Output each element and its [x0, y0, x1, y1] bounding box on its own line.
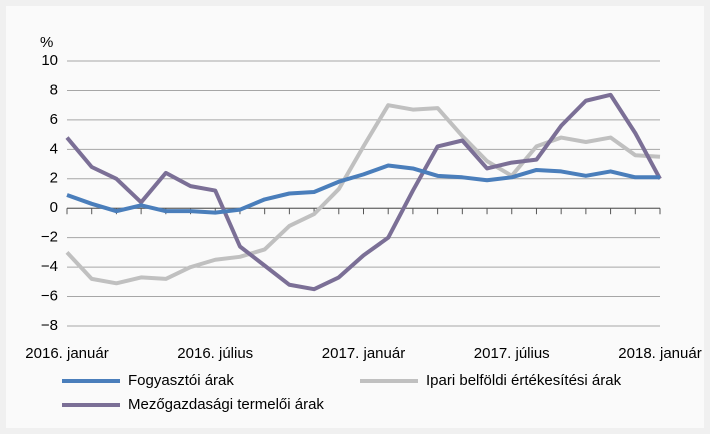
x-tick-label: 2017. január: [322, 345, 405, 362]
y-tick-label: −2: [41, 229, 58, 246]
line-series: [65, 103, 661, 286]
y-tick-label: 8: [50, 81, 58, 98]
legend-label: Mezőgazdasági termelői árak: [128, 396, 324, 413]
y-tick-label: 2: [50, 170, 58, 187]
panel: [6, 6, 704, 428]
x-tick-label: 2017. július: [474, 345, 550, 362]
y-axis-label: %: [40, 34, 53, 51]
y-tick-label: 4: [50, 140, 58, 157]
y-tick-label: −8: [41, 317, 58, 334]
x-tick-label: 2018. január: [618, 345, 701, 362]
x-tick-label: 2016. január: [25, 345, 108, 362]
y-tick-label: 10: [41, 52, 58, 69]
legend-label: Fogyasztói árak: [128, 372, 234, 389]
y-tick-label: 6: [50, 111, 58, 128]
legend-label: Ipari belföldi értékesítési árak: [426, 372, 622, 389]
x-tick-label: 2016. július: [177, 345, 253, 362]
line-series: [66, 163, 660, 215]
y-tick-label: −4: [41, 258, 58, 275]
y-tick-label: −6: [41, 288, 58, 305]
y-tick-label: 0: [50, 199, 58, 216]
line-series: [65, 92, 662, 292]
